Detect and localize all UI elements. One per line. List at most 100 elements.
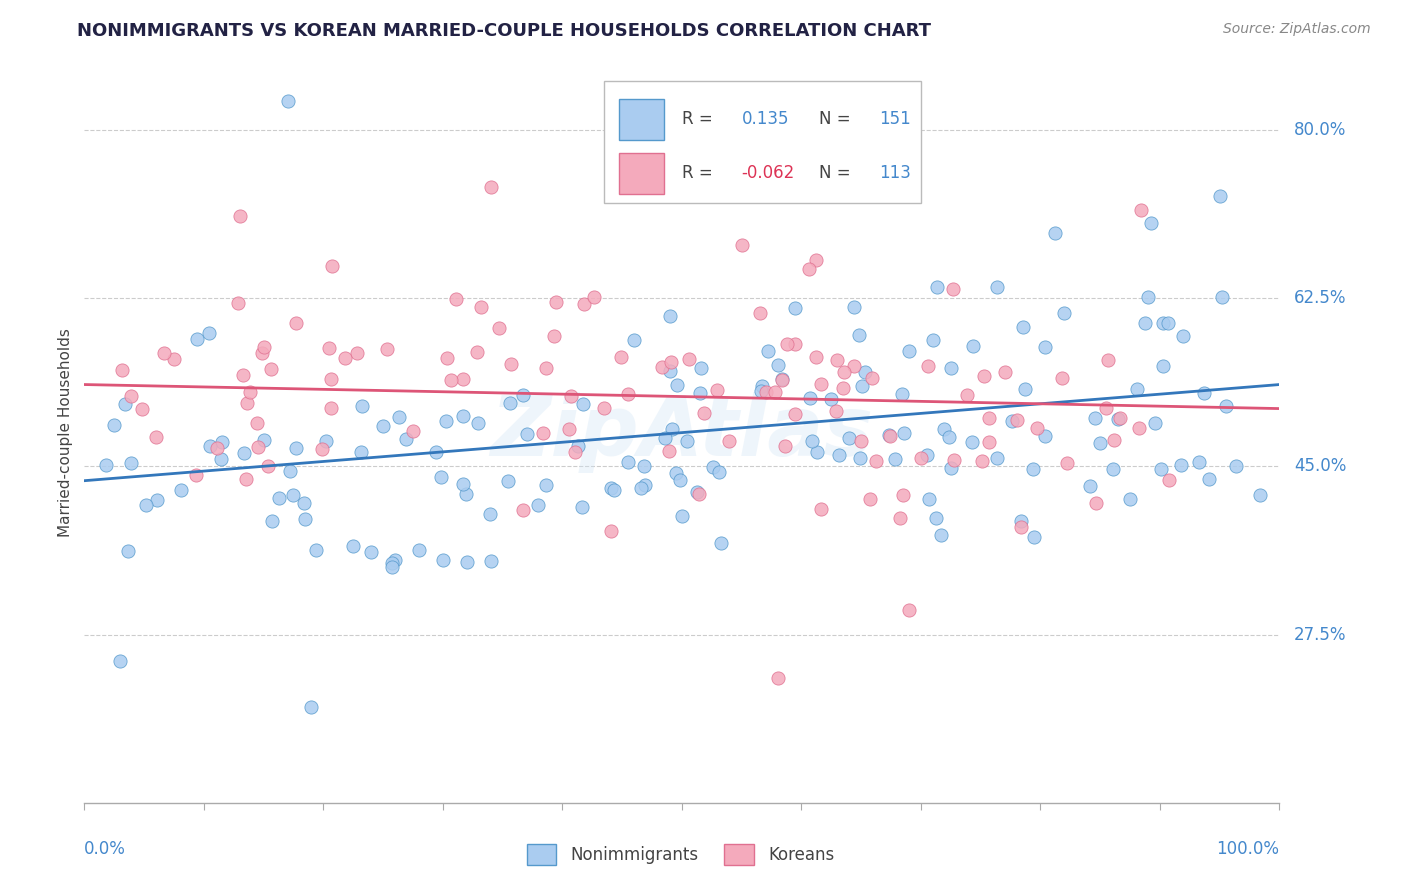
Point — [333, 351, 356, 365]
Point — [799, 261, 821, 276]
Point — [527, 499, 550, 513]
Point — [1010, 514, 1032, 528]
Point — [543, 329, 565, 343]
Point — [1137, 290, 1160, 304]
Point — [1192, 386, 1215, 401]
Point — [986, 280, 1008, 294]
Point — [440, 373, 463, 387]
Point — [1133, 316, 1156, 330]
Point — [131, 402, 153, 417]
Point — [111, 362, 134, 376]
Point — [678, 351, 700, 366]
Point — [544, 294, 567, 309]
Point — [693, 406, 716, 420]
Point — [211, 434, 233, 449]
Point — [717, 434, 740, 449]
Point — [844, 300, 866, 314]
Point — [675, 434, 697, 449]
Point — [877, 427, 900, 442]
Point — [434, 414, 457, 428]
Point — [917, 359, 939, 374]
Point — [977, 434, 1000, 449]
Point — [281, 488, 304, 502]
Point — [451, 476, 474, 491]
Point — [360, 545, 382, 559]
Point — [114, 397, 136, 411]
Point — [120, 456, 142, 470]
Point — [686, 485, 709, 500]
Point — [820, 392, 842, 406]
Point — [702, 460, 724, 475]
Point — [1022, 461, 1045, 475]
Point — [617, 455, 640, 469]
Point — [153, 345, 176, 359]
Bar — [527, 844, 557, 865]
Point — [1053, 306, 1076, 320]
Point — [977, 410, 1000, 425]
Point — [239, 384, 262, 399]
Text: N =: N = — [820, 164, 851, 183]
Point — [1157, 473, 1180, 487]
Point — [938, 430, 960, 444]
Point — [751, 379, 773, 393]
Point — [603, 483, 626, 498]
Point — [832, 365, 855, 379]
Point — [1094, 401, 1116, 416]
Point — [501, 357, 523, 371]
Point — [319, 401, 342, 415]
Point — [766, 671, 789, 685]
Bar — [724, 844, 754, 865]
Point — [1250, 488, 1272, 502]
Point — [994, 365, 1017, 379]
Point — [825, 353, 848, 368]
Text: 27.5%: 27.5% — [1294, 625, 1347, 643]
Point — [1150, 462, 1173, 476]
Point — [456, 555, 478, 569]
Point — [512, 503, 534, 517]
Point — [986, 450, 1008, 465]
Point — [921, 333, 943, 347]
Point — [531, 426, 554, 441]
Point — [292, 495, 315, 509]
Point — [848, 327, 870, 342]
Point — [665, 466, 688, 480]
Point — [853, 365, 876, 379]
Point — [659, 355, 682, 369]
Point — [311, 442, 333, 456]
Point — [444, 292, 467, 306]
Point — [859, 491, 882, 506]
Point — [942, 282, 965, 296]
Point — [375, 343, 398, 357]
Point — [939, 361, 962, 376]
Text: 80.0%: 80.0% — [1294, 120, 1346, 139]
Point — [617, 387, 640, 401]
Point — [451, 409, 474, 423]
Point — [756, 343, 779, 358]
Point — [277, 94, 299, 108]
Point — [783, 407, 806, 421]
Point — [962, 339, 984, 353]
Point — [828, 448, 851, 462]
Point — [246, 417, 269, 431]
Point — [770, 373, 793, 387]
Point — [205, 441, 228, 455]
Point — [232, 446, 254, 460]
Point — [1225, 459, 1247, 474]
Text: -0.062: -0.062 — [742, 164, 794, 183]
Point — [512, 388, 534, 402]
Point — [319, 372, 342, 386]
Point — [582, 290, 605, 304]
Point — [1056, 457, 1078, 471]
Point — [832, 381, 855, 395]
Point — [402, 424, 425, 438]
Point — [1011, 320, 1033, 334]
Point — [658, 309, 681, 323]
Point — [891, 488, 914, 502]
Point — [197, 326, 219, 340]
Point — [117, 544, 139, 558]
Point — [669, 474, 692, 488]
Point — [884, 451, 907, 466]
Point — [384, 553, 406, 567]
Text: Nonimmigrants: Nonimmigrants — [571, 846, 699, 863]
Point — [451, 372, 474, 386]
